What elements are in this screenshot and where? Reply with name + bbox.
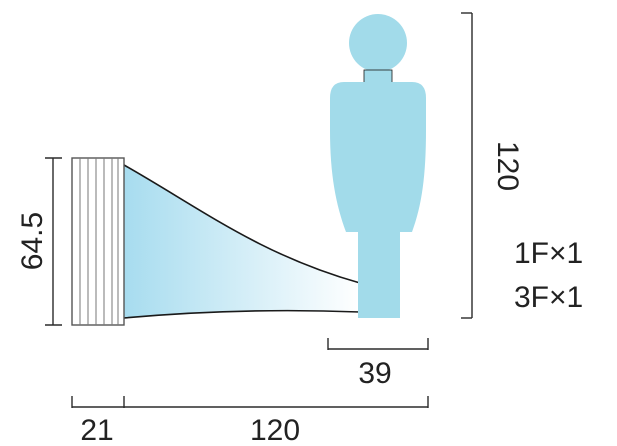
device-unit bbox=[71, 157, 125, 326]
beam-upper-edge bbox=[123, 164, 361, 284]
device-height-dimension: 64.5 bbox=[16, 157, 62, 326]
figure-height-dimension: 120 bbox=[461, 12, 524, 319]
quantity-notes: 1F×1 3F×1 bbox=[514, 237, 583, 314]
device-depth-label: 21 bbox=[80, 414, 113, 446]
figure-height-label: 120 bbox=[491, 141, 524, 191]
figure-width-label: 39 bbox=[358, 357, 391, 390]
distance-label: 120 bbox=[250, 414, 300, 446]
note-line-1: 1F×1 bbox=[514, 237, 583, 270]
figure-width-dimension: 39 bbox=[327, 338, 429, 390]
person-figure bbox=[330, 14, 426, 318]
beam-lower-edge bbox=[123, 309, 361, 319]
beam-area bbox=[124, 165, 360, 318]
bottom-dimension: 21 120 bbox=[71, 396, 429, 446]
device-height-label: 64.5 bbox=[16, 212, 49, 270]
note-line-2: 3F×1 bbox=[514, 281, 583, 314]
